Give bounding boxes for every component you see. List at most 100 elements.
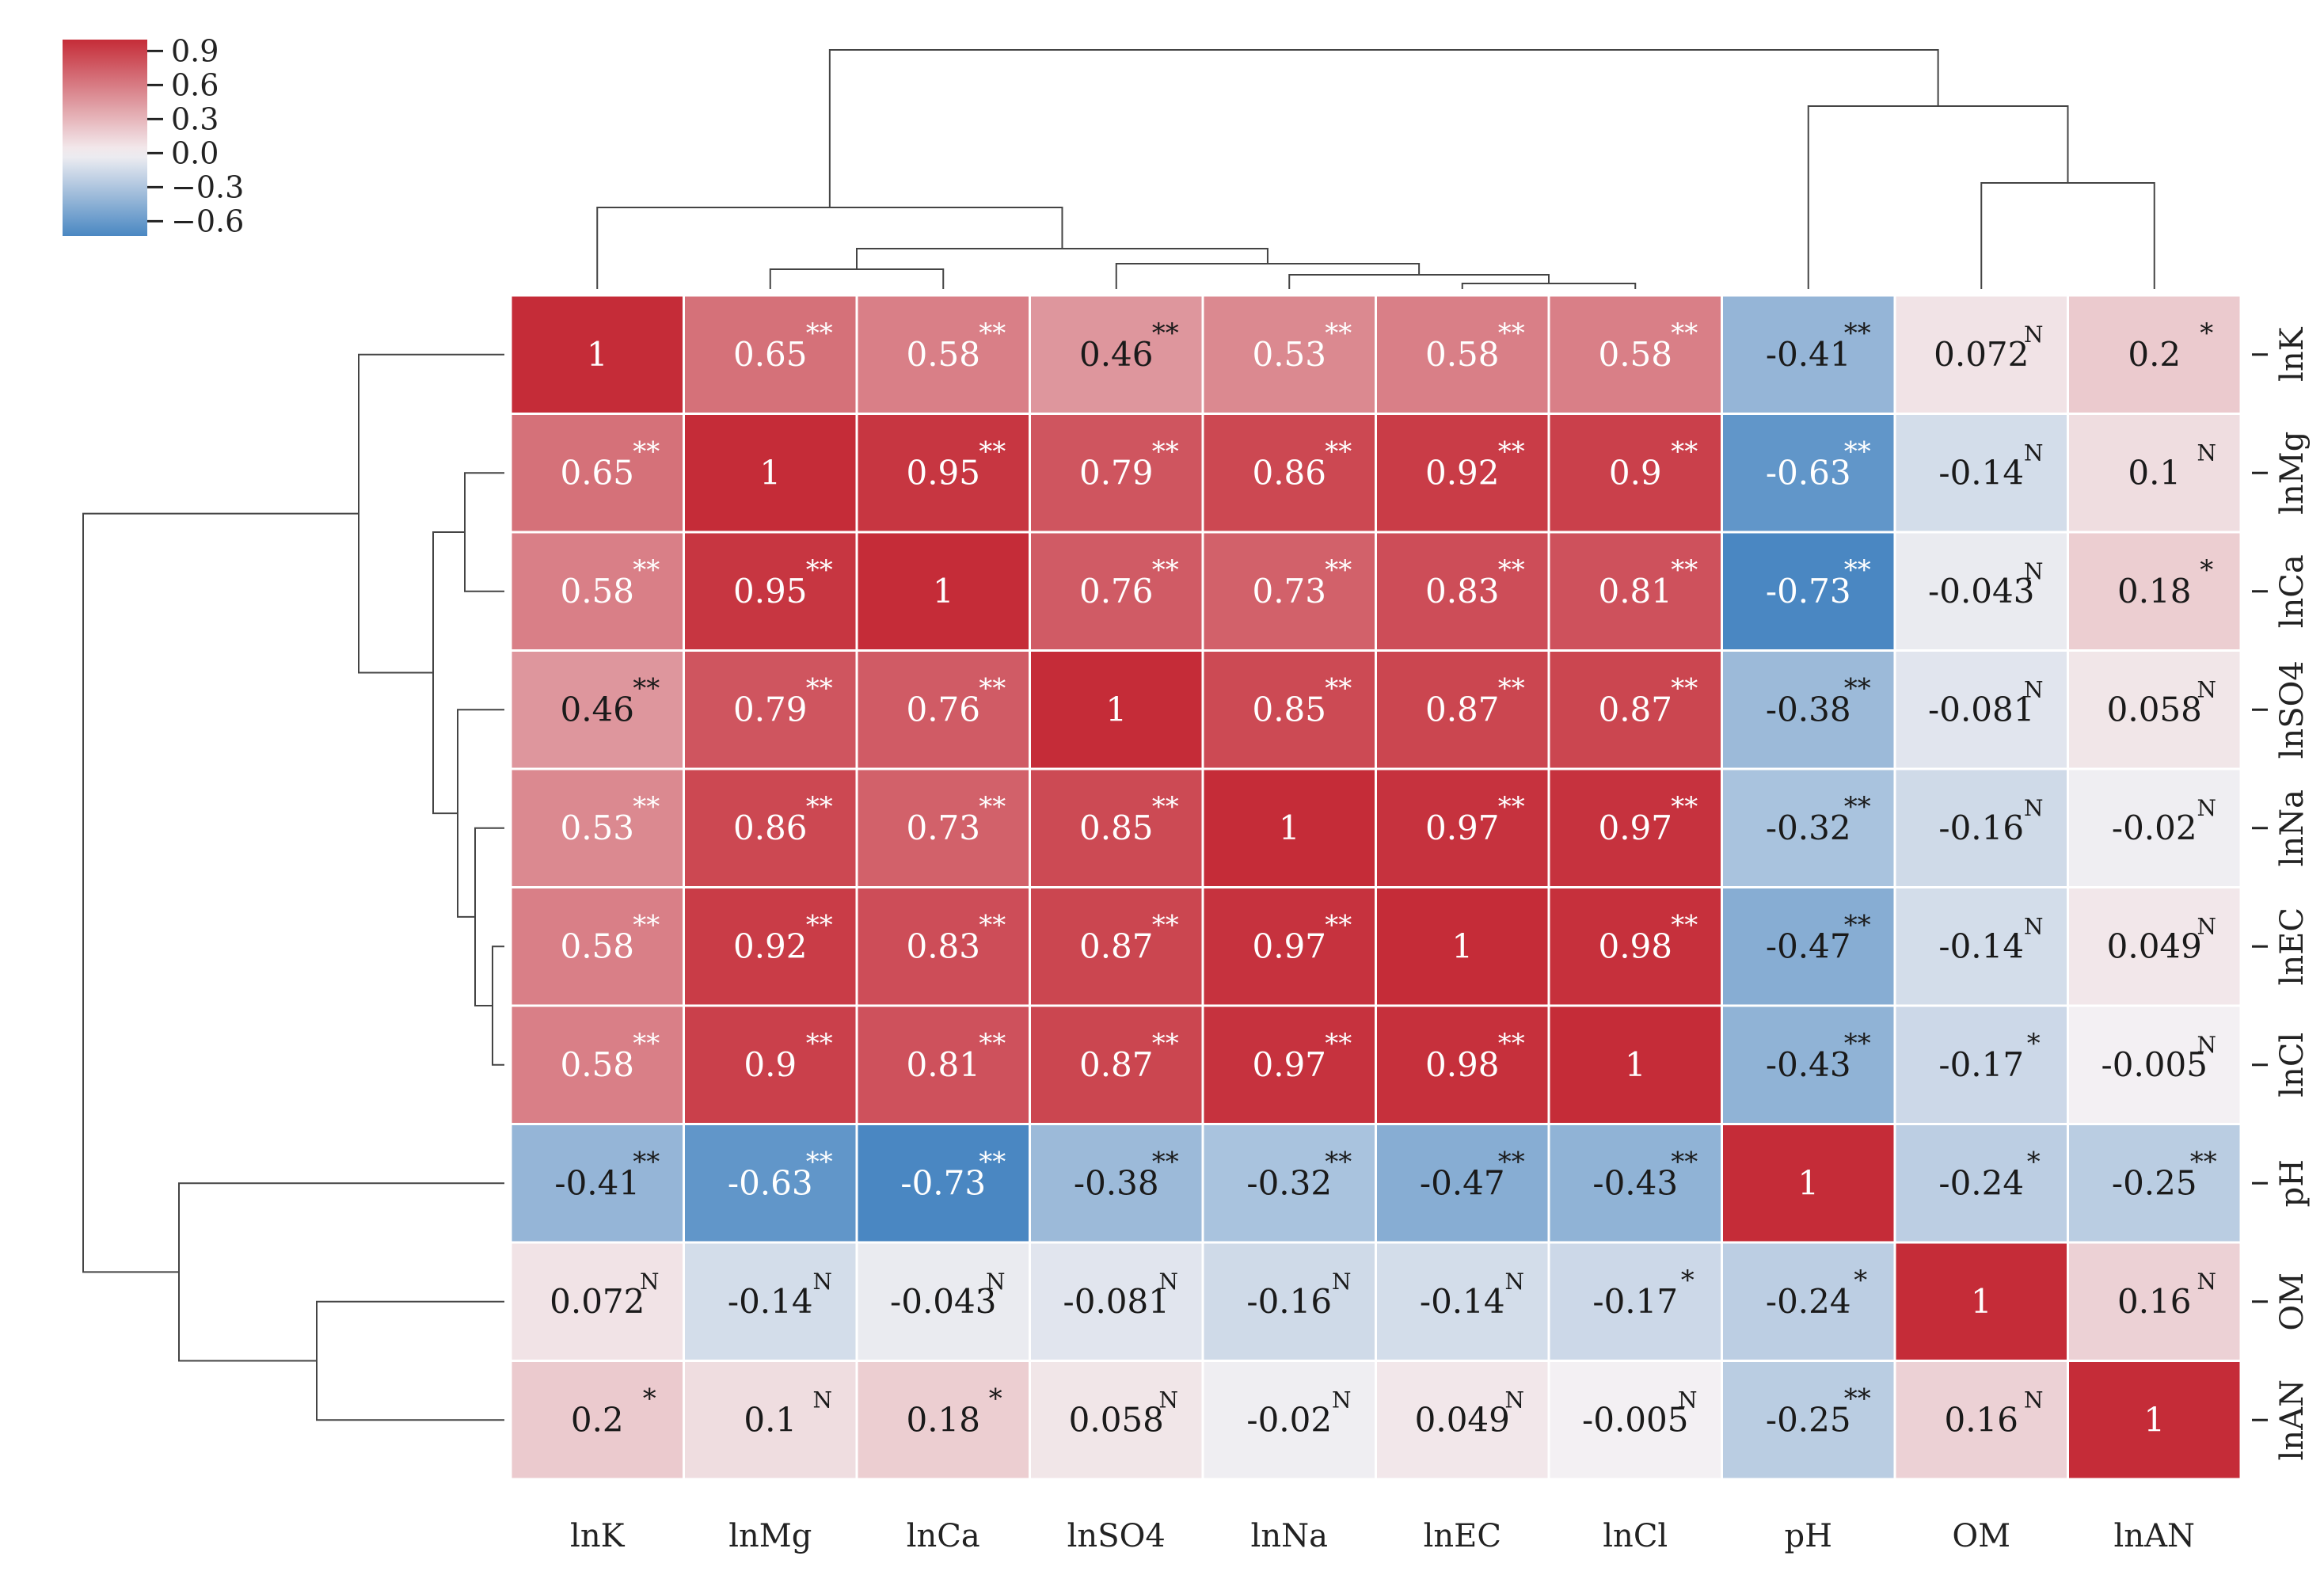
heatmap-cell <box>2067 767 2242 888</box>
heatmap-cell <box>1375 1360 1550 1481</box>
heatmap-cell <box>1201 1360 1377 1481</box>
column-dendrogram-link <box>1980 182 2155 289</box>
cell-value-label: -0.47 <box>1420 1163 1505 1202</box>
heatmap-cell <box>1375 886 1550 1007</box>
cell-value-label: -0.41 <box>1766 335 1851 374</box>
cell-value-label: -0.043 <box>890 1282 996 1321</box>
column-label: lnK <box>570 1518 626 1554</box>
row-dendrogram-link <box>492 945 504 1066</box>
cell-value-label: 0.97 <box>1252 926 1326 965</box>
significance-mark: N <box>813 1387 833 1413</box>
cell-value-label: -0.32 <box>1246 1163 1332 1202</box>
heatmap-cell <box>855 531 1031 652</box>
significance-mark: ** <box>1671 909 1698 941</box>
heatmap-cell <box>1547 1360 1723 1481</box>
column-label: lnNa <box>1251 1518 1328 1554</box>
cell-value-label: 0.58 <box>1425 335 1500 374</box>
heatmap-cell <box>1201 1241 1377 1362</box>
cell-value-label: 0.95 <box>733 572 808 611</box>
significance-mark: * <box>1854 1265 1867 1296</box>
significance-mark: N <box>2024 913 2044 939</box>
row-label: lnAN <box>2274 1379 2311 1460</box>
cell-value-label: 0.87 <box>1079 1045 1154 1084</box>
heatmap-cell <box>1375 294 1550 415</box>
cell-value-label: -0.43 <box>1592 1163 1678 1202</box>
cell-value-label: -0.16 <box>1938 808 2024 847</box>
significance-mark: ** <box>1325 909 1352 941</box>
cell-value-label: -0.16 <box>1246 1282 1332 1321</box>
heatmap-cell <box>1547 1123 1723 1244</box>
heatmap-cell <box>509 294 685 415</box>
cell-value-label: -0.24 <box>1766 1282 1851 1321</box>
cell-value-label: 0.97 <box>1598 808 1672 847</box>
cell-value-label: 0.58 <box>560 1045 634 1084</box>
heatmap-cell <box>1547 649 1723 770</box>
cell-value-label: 0.98 <box>1425 1045 1500 1084</box>
cell-value-label: 0.86 <box>733 808 808 847</box>
heatmap-cell <box>1375 1004 1550 1125</box>
cell-value-label: 1 <box>587 335 608 374</box>
significance-mark: ** <box>1325 1028 1352 1060</box>
heatmap-cell <box>855 886 1031 1007</box>
significance-mark: ** <box>806 909 833 941</box>
significance-mark: ** <box>1671 554 1698 586</box>
significance-mark: ** <box>1325 436 1352 467</box>
significance-mark: N <box>2024 321 2044 348</box>
heatmap-cell <box>683 1241 858 1362</box>
significance-mark: ** <box>1152 909 1179 941</box>
cell-value-label: -0.25 <box>2112 1163 2197 1202</box>
heatmap-cell <box>683 294 858 415</box>
significance-mark: ** <box>1498 554 1525 586</box>
row-label: lnNa <box>2274 789 2311 866</box>
significance-mark: ** <box>806 672 833 704</box>
heatmap-cell <box>2067 649 2242 770</box>
cell-value-label: 0.072 <box>550 1282 645 1321</box>
significance-mark: ** <box>1498 672 1525 704</box>
significance-mark: ** <box>1671 318 1698 349</box>
cell-value-label: 0.85 <box>1252 690 1326 729</box>
heatmap-cell <box>1721 1360 1896 1481</box>
significance-mark: ** <box>633 1146 660 1177</box>
significance-mark: ** <box>1844 791 1871 823</box>
heatmap-cell <box>1893 413 2069 534</box>
heatmap-cell <box>1547 1004 1723 1125</box>
row-dendrogram-link <box>432 531 465 815</box>
significance-mark: ** <box>1844 909 1871 941</box>
heatmap-cell <box>1721 413 1896 534</box>
cell-value-label: 0.97 <box>1252 1045 1326 1084</box>
significance-mark: N <box>2197 913 2217 939</box>
cell-value-label: -0.14 <box>728 1282 813 1321</box>
cell-value-label: 0.65 <box>560 453 634 492</box>
significance-mark: ** <box>1844 1028 1871 1060</box>
column-label: lnCa <box>907 1518 980 1554</box>
significance-mark: ** <box>633 672 660 704</box>
colorbar-tick-label: −0.6 <box>171 204 244 238</box>
column-label: lnCl <box>1603 1518 1668 1554</box>
cell-value-label: -0.043 <box>1928 572 2034 611</box>
cell-value-label: 0.058 <box>2107 690 2202 729</box>
significance-mark: N <box>1678 1387 1698 1413</box>
heatmap-cell <box>2067 1360 2242 1481</box>
heatmap-cell <box>1375 413 1550 534</box>
significance-mark: ** <box>1152 554 1179 586</box>
row-label: pH <box>2274 1159 2311 1208</box>
cell-value-label: 0.79 <box>1079 453 1154 492</box>
significance-mark: ** <box>1844 318 1871 349</box>
heatmap-cell <box>1893 1123 2069 1244</box>
heatmap-cell <box>2067 531 2242 652</box>
column-label: lnAN <box>2114 1518 2195 1554</box>
heatmap-cell <box>1547 531 1723 652</box>
row-dendrogram-link <box>457 709 504 918</box>
row-label: lnMg <box>2274 432 2311 515</box>
significance-mark: ** <box>1498 1146 1525 1177</box>
column-dendrogram-link <box>1807 105 2069 289</box>
heatmap-cell <box>1893 1241 2069 1362</box>
cell-value-label: -0.005 <box>1582 1400 1688 1439</box>
heatmap-cell <box>1029 1004 1204 1125</box>
cell-value-label: -0.25 <box>1766 1400 1851 1439</box>
cell-value-label: 1 <box>933 572 954 611</box>
significance-mark: N <box>2197 676 2217 702</box>
cell-value-label: 0.049 <box>2107 926 2202 965</box>
